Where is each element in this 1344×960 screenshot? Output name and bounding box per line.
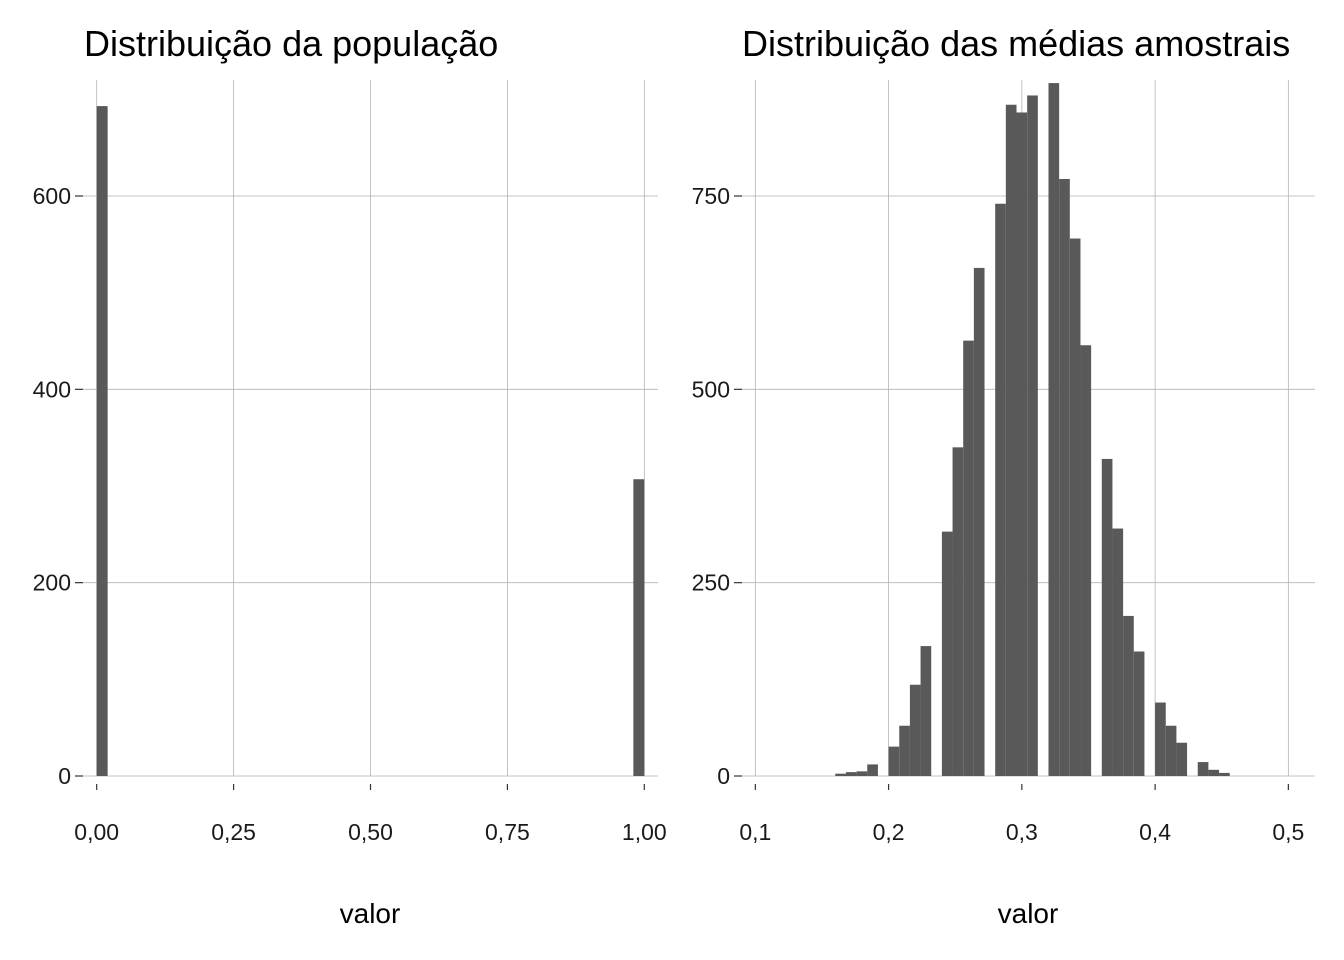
- histogram-bar: [96, 106, 108, 777]
- histogram-bar: [1059, 178, 1070, 776]
- histogram-bar: [941, 531, 953, 776]
- histogram-bar: [1133, 651, 1145, 776]
- histogram-bar: [973, 267, 985, 776]
- y-tick-label: 200: [33, 570, 71, 596]
- y-tick-label: 250: [692, 570, 730, 596]
- x-axis: 0,00 0,25 0,50 0,75 1,00: [74, 784, 667, 845]
- histogram-bar: [835, 773, 846, 776]
- histogram-bar: [888, 746, 900, 776]
- histogram-bar: [1027, 95, 1038, 776]
- histogram-bar: [1219, 772, 1230, 776]
- y-axis: 0 200 400 600: [33, 183, 83, 789]
- x-tick-label: 1,00: [622, 819, 667, 845]
- x-axis-label: valor: [340, 898, 401, 929]
- chart-title: Distribuição das médias amostrais: [742, 23, 1290, 64]
- histogram-bar: [1155, 702, 1166, 776]
- histogram-bar: [1112, 528, 1124, 776]
- x-tick-label: 0,75: [485, 819, 530, 845]
- panel-sample-means: Distribuição das médias amostrais 0 250 50…: [692, 23, 1315, 929]
- y-tick-label: 0: [717, 763, 730, 789]
- histogram-bar: [1123, 615, 1134, 776]
- x-tick-label: 0,2: [873, 819, 905, 845]
- y-tick-label: 500: [692, 376, 730, 402]
- y-tick-label: 600: [33, 183, 71, 209]
- histogram-bar: [1165, 725, 1177, 776]
- histogram-bar: [633, 479, 645, 776]
- histogram-bar: [1048, 83, 1060, 777]
- histogram-bar: [1069, 238, 1081, 777]
- x-tick-label: 0,1: [739, 819, 771, 845]
- y-axis: 0 250 500 750: [692, 183, 742, 789]
- chart-title: Distribuição da população: [84, 23, 498, 64]
- histogram-bars: [96, 106, 645, 777]
- x-tick-label: 0,5: [1272, 819, 1304, 845]
- histogram-bar: [899, 725, 910, 776]
- x-tick-label: 0,00: [74, 819, 119, 845]
- histogram-bar: [1016, 112, 1028, 777]
- y-tick-label: 0: [58, 763, 71, 789]
- histogram-bar: [856, 771, 868, 776]
- x-tick-label: 0,3: [1006, 819, 1038, 845]
- histogram-bar: [1080, 345, 1092, 776]
- histogram-bar: [920, 646, 932, 776]
- histogram-bar: [867, 764, 878, 776]
- histogram-bar: [995, 203, 1006, 776]
- histogram-bar: [1101, 458, 1113, 776]
- histogram-bars: [835, 83, 1230, 777]
- x-axis-label: valor: [998, 898, 1059, 929]
- x-tick-label: 0,25: [211, 819, 256, 845]
- x-axis: 0,1 0,2 0,3 0,4 0,5: [739, 784, 1304, 845]
- histogram-bar: [1005, 104, 1017, 777]
- histogram-bar: [963, 340, 974, 776]
- panel-population: Distribuição da população 0 200 400 600 0,0…: [33, 23, 667, 929]
- histogram-bar: [845, 772, 857, 776]
- x-tick-label: 0,50: [348, 819, 393, 845]
- grid-lines: [83, 80, 658, 777]
- x-tick-label: 0,4: [1139, 819, 1171, 845]
- histogram-bar: [1197, 762, 1209, 776]
- histogram-bar: [952, 447, 964, 776]
- y-tick-label: 400: [33, 376, 71, 402]
- y-tick-label: 750: [692, 183, 730, 209]
- histogram-bar: [1208, 769, 1220, 776]
- histogram-bar: [909, 684, 921, 776]
- histogram-bar: [1176, 742, 1188, 776]
